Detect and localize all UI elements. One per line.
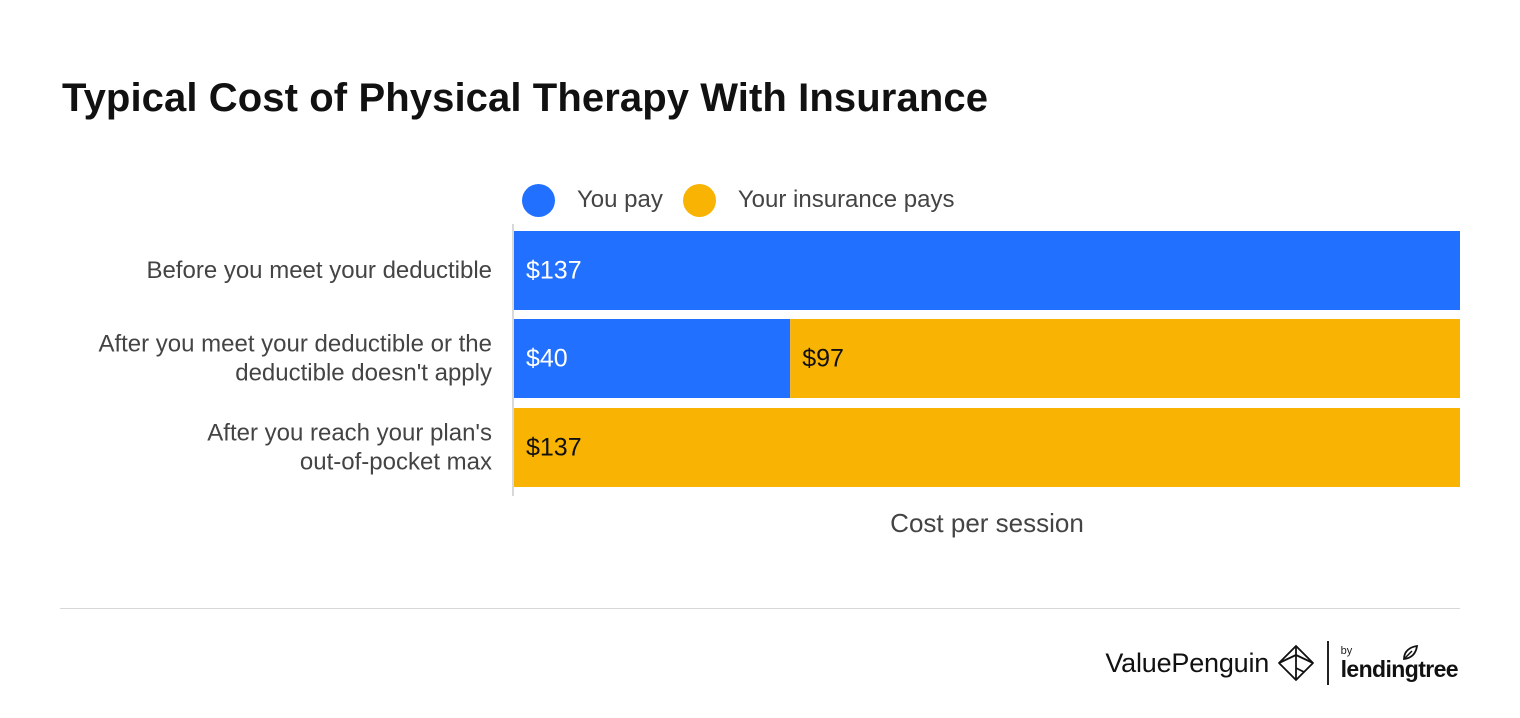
chart-title: Typical Cost of Physical Therapy With In… (62, 76, 989, 120)
data-label: $97 (802, 345, 844, 373)
leaf-icon (1402, 644, 1418, 660)
legend-swatch-insurance-pays (682, 183, 716, 217)
bar-chart: Before you meet your deductible $137 After… (98, 224, 1460, 538)
category-label: After you reach your plan's (207, 420, 492, 447)
footer-divider (60, 608, 1460, 609)
x-axis-label: Cost per session (890, 508, 1084, 538)
brand-partner: lendingtree (1340, 655, 1459, 682)
chart-legend: You pay Your insurance pays (522, 182, 974, 218)
data-label: $137 (526, 434, 582, 462)
legend-item-you-pay: You pay (522, 183, 663, 217)
category-label: deductible doesn't apply (235, 360, 492, 387)
bar-segment-insurance-pays (514, 408, 1460, 487)
legend-label-insurance-pays: Your insurance pays (737, 186, 955, 213)
brand-logo: ValuePenguin by lendingtree (1105, 638, 1459, 688)
brand-name: ValuePenguin (1105, 647, 1270, 678)
category-label: out-of-pocket max (300, 449, 492, 476)
brand-by-label: by (1340, 644, 1353, 657)
bar-segment-insurance-pays (790, 319, 1460, 398)
data-label: $40 (526, 345, 568, 373)
lendingtree-logo: by lendingtree (1340, 644, 1459, 682)
bar-segment-you-pay (514, 231, 1460, 310)
legend-swatch-you-pay (522, 183, 555, 217)
legend-label-you-pay: You pay (577, 186, 663, 213)
data-label: $137 (526, 257, 582, 285)
legend-item-insurance-pays: Your insurance pays (682, 183, 955, 217)
valuepenguin-mark-icon (1277, 644, 1315, 682)
bar-segment-you-pay (514, 319, 791, 398)
category-label: After you meet your deductible or the (98, 331, 492, 358)
brand-separator (1327, 641, 1329, 685)
category-label: Before you meet your deductible (146, 257, 492, 284)
